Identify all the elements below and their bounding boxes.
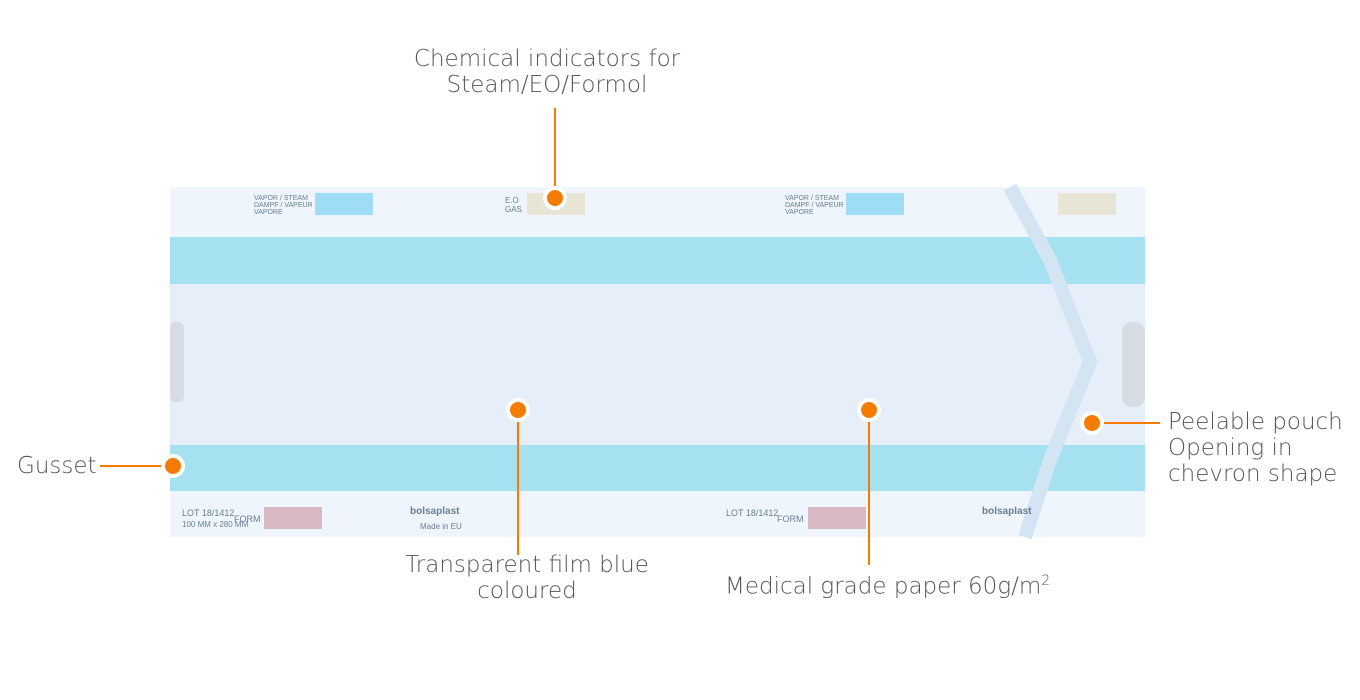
label-line: Peelable pouch — [1168, 409, 1343, 435]
gas-print: GAS — [505, 205, 522, 214]
label-line: coloured — [477, 578, 577, 604]
label-line: Chemical indicators for — [413, 46, 681, 72]
label-medical-paper: Medical grade paper 60g/m2 — [725, 568, 1050, 600]
steam-print: VAPOR / STEAM — [254, 195, 308, 202]
label-sup: 2 — [1041, 573, 1051, 589]
label-gusset: Gusset — [17, 453, 97, 479]
label-line: chevron shape — [1168, 461, 1338, 487]
marker-medical-paper — [857, 398, 881, 422]
brand-print: bolsaplast — [410, 506, 460, 517]
label-peelable: Peelable pouch Opening in chevron shape — [1168, 409, 1343, 487]
form-print: FORM — [234, 514, 261, 524]
vapore-print: VAPORE — [254, 209, 283, 216]
label-line: Opening in — [1168, 435, 1293, 461]
label-chemical-indicators: Chemical indicators for Steam/EO/Formol — [414, 46, 680, 98]
vapore-print-2: VAPORE — [785, 209, 814, 216]
label-line: Steam/EO/Formol — [446, 72, 648, 98]
callout-lines — [100, 108, 1160, 565]
pouch-image: VAPOR / STEAM DAMPF / VAPEUR VAPORE VAPO… — [170, 183, 1145, 540]
chevron-seal — [1003, 183, 1098, 540]
brand-print-2: bolsaplast — [982, 506, 1032, 517]
form-print-2: FORM — [777, 514, 804, 524]
eo-print: E.O — [505, 196, 519, 205]
marker-peelable — [1080, 411, 1104, 435]
size-print: 100 MM x 280 MM — [182, 520, 249, 529]
marker-gusset — [161, 454, 185, 478]
made-in-print: Made in EU — [420, 522, 462, 531]
label-line: Transparent film blue — [405, 552, 649, 578]
marker-transparent-film — [506, 398, 530, 422]
steam-print-2: VAPOR / STEAM — [785, 195, 839, 202]
label-transparent-film: Transparent film blue coloured — [405, 552, 649, 604]
lot-print-2: LOT 18/1412 — [726, 508, 778, 518]
label-text: Medical grade paper 60g/m — [725, 573, 1042, 600]
dampf-print-2: DAMPF / VAPEUR — [785, 202, 844, 209]
lot-print: LOT 18/1412 — [182, 508, 234, 518]
gusset-band — [170, 445, 1145, 491]
dampf-print: DAMPF / VAPEUR — [254, 202, 313, 209]
film-band-top — [170, 237, 1145, 284]
marker-chemical-indicators — [543, 186, 567, 210]
